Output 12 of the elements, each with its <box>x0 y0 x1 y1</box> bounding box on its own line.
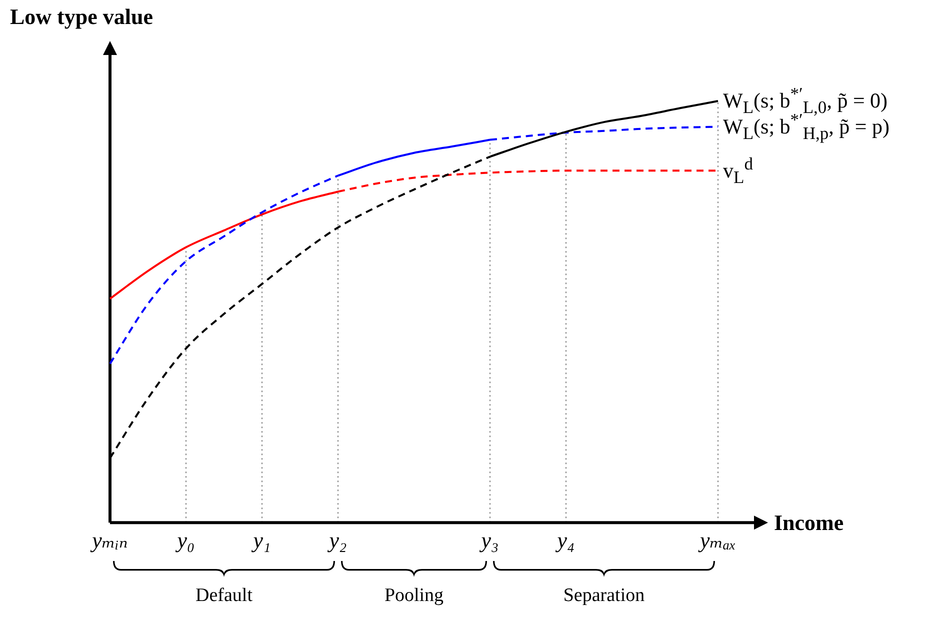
y-axis-title: Low type value <box>10 4 153 30</box>
x-tick-label: y₃ <box>479 528 499 553</box>
x-tick-label: y₁ <box>251 528 271 553</box>
x-axis-title: Income <box>774 510 844 536</box>
text: Default <box>196 584 252 607</box>
x-tick-label: yₘₐₓ <box>698 528 736 553</box>
text: Separation <box>563 584 645 607</box>
x-tick-label: y₀ <box>175 528 195 553</box>
x-tick-label: y₄ <box>555 528 575 553</box>
x-tick-label: y₂ <box>327 528 348 553</box>
x-tick-label: yₘᵢₙ <box>90 528 128 553</box>
text: Pooling <box>384 584 444 607</box>
